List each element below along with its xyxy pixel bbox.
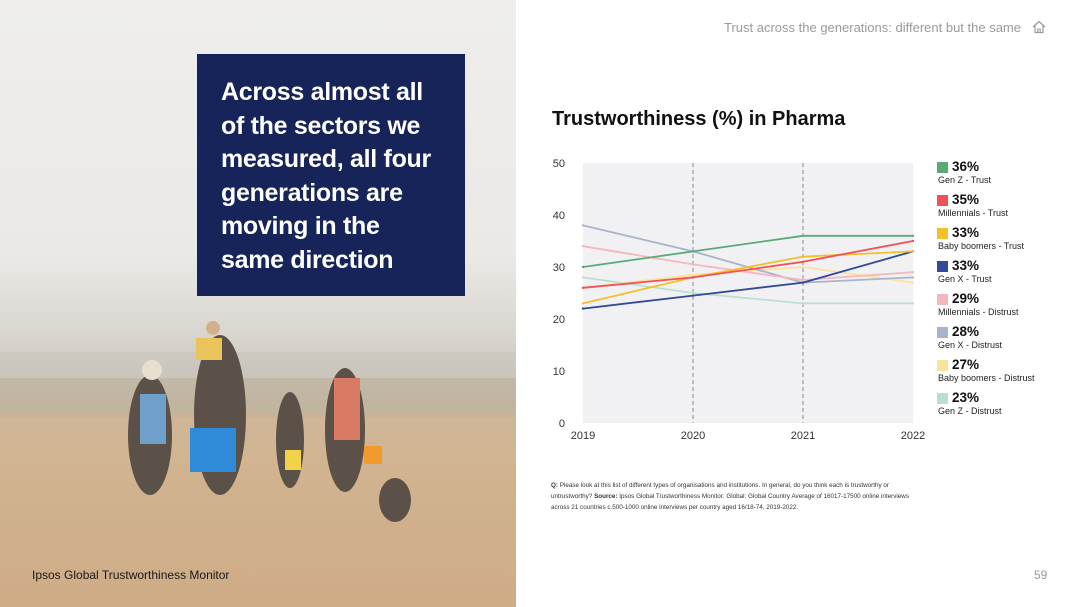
question-label: Q: xyxy=(551,482,558,489)
legend-item: 28% Gen X - Distrust xyxy=(937,324,1067,357)
series-point xyxy=(581,245,585,248)
series-point xyxy=(801,255,805,258)
legend-series-name: Gen Z - Distrust xyxy=(938,406,1002,416)
chart-legend: 36% Gen Z - Trust 35% Millennials - Trust 33… xyxy=(937,159,1067,423)
legend-series-name: Gen X - Trust xyxy=(938,274,992,284)
footer-source-title: Ipsos Global Trustworthiness Monitor xyxy=(32,568,230,582)
y-tick-label: 0 xyxy=(559,418,565,430)
series-point xyxy=(801,265,805,269)
series-line xyxy=(582,276,913,305)
legend-swatch xyxy=(937,360,948,371)
series-point xyxy=(801,302,805,305)
series-point xyxy=(691,276,695,279)
legend-value: 35% xyxy=(952,192,980,207)
legend-series-name: Millennials - Trust xyxy=(938,208,1009,218)
series-point xyxy=(911,234,915,237)
legend-series-name: Gen X - Distrust xyxy=(938,340,1003,350)
hero-photo-panel: Across almost all of the sectors we meas… xyxy=(0,0,516,607)
legend-value: 28% xyxy=(952,324,980,339)
series-point xyxy=(911,239,915,243)
quote-box: Across almost all of the sectors we meas… xyxy=(197,54,465,296)
y-tick-label: 50 xyxy=(553,158,565,170)
series-point xyxy=(911,302,915,305)
source-note: Q: Please look at this list of different… xyxy=(551,480,911,513)
x-tick-label: 2022 xyxy=(901,430,925,442)
legend-value: 33% xyxy=(952,258,980,273)
series-point xyxy=(581,224,585,227)
series-point xyxy=(691,263,695,266)
series-point xyxy=(911,281,915,284)
legend-value: 23% xyxy=(952,390,980,405)
question-text: Please look at this list of different ty… xyxy=(551,482,890,500)
series-point xyxy=(801,278,805,282)
legend-series-name: Baby boomers - Distrust xyxy=(938,373,1035,383)
legend-value: 29% xyxy=(952,291,980,306)
series-line xyxy=(582,240,914,289)
legend-value: 27% xyxy=(952,357,980,372)
series-point xyxy=(911,250,915,253)
series-line xyxy=(582,266,914,289)
pharma-trust-line-chart: 0 10 20 30 40 50 2019 2020 2021 2022 xyxy=(553,158,925,442)
header-title: Trust across the generations: different … xyxy=(724,20,1021,35)
legend-value: 36% xyxy=(952,159,980,174)
legend-swatch xyxy=(937,261,948,272)
series-point xyxy=(691,294,695,297)
y-tick-label: 20 xyxy=(553,314,565,326)
page-number: 59 xyxy=(1034,568,1048,582)
legend-swatch xyxy=(937,294,948,305)
series-point xyxy=(581,302,585,305)
y-tick-label: 30 xyxy=(553,262,565,274)
legend-swatch xyxy=(937,393,948,404)
source-text: Ipsos Global Trustworthiness Monitor: Gl… xyxy=(551,493,909,511)
series-line xyxy=(582,234,913,268)
legend-value: 33% xyxy=(952,225,980,240)
legend-series-name: Gen Z - Trust xyxy=(938,175,992,185)
series-point xyxy=(691,291,695,295)
legend-item: 23% Gen Z - Distrust xyxy=(937,390,1067,423)
series-point xyxy=(911,271,915,274)
legend-swatch xyxy=(937,228,948,239)
series-point xyxy=(691,273,695,276)
legend-swatch xyxy=(937,327,948,338)
legend-series-name: Millennials - Distrust xyxy=(938,307,1019,317)
x-tick-label: 2019 xyxy=(571,430,595,442)
beach-family-photo xyxy=(0,321,516,607)
plot-background xyxy=(583,163,913,423)
home-icon[interactable] xyxy=(1031,19,1047,35)
series-point xyxy=(581,265,585,269)
chart-title: Trustworthiness (%) in Pharma xyxy=(552,108,846,130)
legend-swatch xyxy=(937,195,948,206)
y-tick-label: 10 xyxy=(553,366,565,378)
legend-item: 35% Millennials - Trust xyxy=(937,192,1067,225)
legend-item: 27% Baby boomers - Distrust xyxy=(937,357,1067,390)
source-label: Source: xyxy=(594,493,618,500)
quote-text: Across almost all of the sectors we meas… xyxy=(221,78,431,274)
series-point xyxy=(581,307,585,310)
legend-item: 36% Gen Z - Trust xyxy=(937,159,1067,192)
series-line xyxy=(582,250,914,310)
y-tick-label: 40 xyxy=(553,210,565,222)
legend-item: 33% Baby boomers - Trust xyxy=(937,225,1067,258)
series-point xyxy=(581,276,585,279)
legend-swatch xyxy=(937,162,948,173)
legend-item: 33% Gen X - Trust xyxy=(937,258,1067,291)
x-tick-label: 2021 xyxy=(791,430,815,442)
x-tick-label: 2020 xyxy=(681,430,705,442)
series-point xyxy=(801,234,805,237)
legend-item: 29% Millennials - Distrust xyxy=(937,291,1067,324)
series-line xyxy=(582,245,914,281)
series-point xyxy=(911,276,915,279)
series-point xyxy=(801,281,805,284)
series-point xyxy=(691,250,695,253)
legend-series-name: Baby boomers - Trust xyxy=(938,241,1025,251)
series-point xyxy=(581,286,585,289)
series-line xyxy=(582,250,914,305)
series-point xyxy=(801,260,805,263)
